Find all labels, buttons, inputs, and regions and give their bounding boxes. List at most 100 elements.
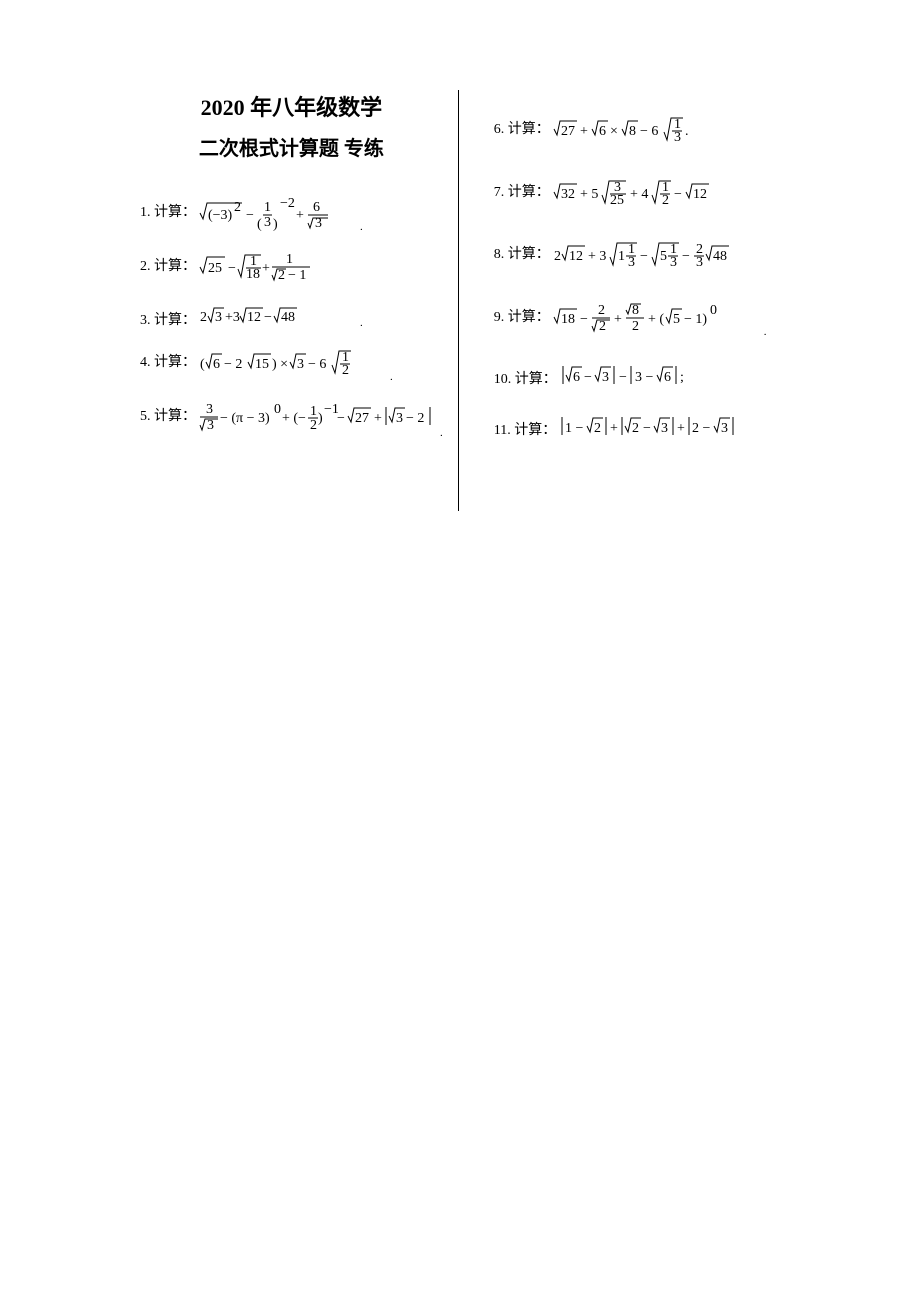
svg-text:2: 2 [234,200,241,215]
svg-text:32: 32 [561,187,575,202]
problem-number: 4. 计算： [140,341,196,372]
svg-text:− 2: − 2 [406,411,424,426]
svg-text:3: 3 [670,255,677,270]
problem-10: 10. 计算： 6 − 3 − 3 − 6 ; [494,358,780,392]
svg-text:2: 2 [598,303,605,318]
problem-7: 7. 计算： 32 + 5 3 25 + 4 1 2 [494,171,780,217]
svg-text:12: 12 [569,249,583,264]
svg-text:12: 12 [693,187,707,202]
formula-9: 18 − 2 2 + 8 2 + ( 5 − 1) [554,296,764,342]
formula-10: 6 − 3 − 3 − 6 ; [561,358,741,392]
svg-text:(−3): (−3) [208,208,233,223]
svg-text:−: − [228,261,236,276]
svg-text:): ) [273,217,278,232]
svg-text:3: 3 [215,310,222,325]
formula-11: 1 − 2 + 2 − 3 + 2 − 3 [560,409,780,443]
svg-text:3: 3 [396,411,403,426]
svg-text:1 −: 1 − [565,421,584,436]
svg-text:2: 2 [342,363,349,378]
svg-text:2: 2 [632,319,639,334]
svg-text:−: − [246,208,254,223]
svg-text:− 2: − 2 [224,357,242,372]
svg-text:−: − [643,421,651,436]
svg-text:2 −: 2 − [692,421,711,436]
svg-text:;: ; [680,370,684,385]
svg-text:5: 5 [660,249,667,264]
period: . [360,317,363,333]
svg-text:−: − [264,310,272,325]
svg-text:(: ( [200,357,205,372]
worksheet-page: 2020 年八年级数学 二次根式计算题 专练 1. 计算： (−3)2 − ( … [140,90,780,511]
title-block: 2020 年八年级数学 二次根式计算题 专练 [140,90,443,161]
left-column: 2020 年八年级数学 二次根式计算题 专练 1. 计算： (−3)2 − ( … [140,90,459,511]
svg-text:12: 12 [247,310,261,325]
problem-number: 5. 计算： [140,395,196,426]
formula-7: 32 + 5 3 25 + 4 1 2 − 12 [554,171,754,217]
formula-8: 2 12 + 3 1 1 3 − 5 1 3 [554,233,774,279]
period: . [360,221,363,237]
svg-text:18: 18 [561,312,575,327]
svg-text:−: − [337,411,345,426]
svg-text:2: 2 [554,249,561,264]
svg-text:− 1: − 1 [288,268,306,283]
svg-text:2: 2 [594,421,601,436]
problem-3: 3. 计算： 2 3 +3 12 − 48 . [140,299,443,333]
problem-number: 10. 计算： [494,358,557,389]
svg-text:3: 3 [207,418,214,433]
formula-2: 25 − 1 18 + 1 2 − 1 [200,245,360,291]
svg-text:2: 2 [278,268,285,283]
svg-text:3: 3 [721,421,728,436]
svg-text:3: 3 [264,215,271,230]
problem-2: 2. 计算： 25 − 1 18 + 1 [140,245,443,291]
svg-text:48: 48 [281,310,295,325]
svg-text:+: + [262,261,270,276]
svg-text:3: 3 [602,370,609,385]
svg-text:2: 2 [599,319,606,334]
svg-text:+ (−: + (− [282,411,306,426]
svg-text:0: 0 [274,402,281,417]
problem-number: 6. 计算： [494,108,550,139]
formula-5: 3 3 − (π − 3) 0 + (− 1 2 ) −1 − [200,395,440,443]
period: . [764,326,767,342]
problem-number: 7. 计算： [494,171,550,202]
svg-text:2: 2 [310,418,317,433]
svg-text:−: − [619,370,627,385]
problem-number: 11. 计算： [494,409,556,440]
problem-4: 4. 计算： ( 6 − 2 15 ) × 3 − 6 1 [140,341,443,387]
svg-text:0: 0 [710,303,717,318]
svg-text:+ (: + ( [648,312,664,327]
svg-text:3: 3 [628,255,635,270]
svg-text:6: 6 [213,357,220,372]
svg-text:+: + [610,421,618,436]
svg-text:− (π − 3): − (π − 3) [220,411,270,426]
svg-text:2: 2 [632,421,639,436]
period: . [440,427,443,443]
svg-text:3: 3 [206,402,213,417]
svg-text:6: 6 [573,370,580,385]
svg-text:3: 3 [297,357,304,372]
problem-number: 2. 计算： [140,245,196,276]
svg-text:+: + [614,312,622,327]
problem-number: 3. 计算： [140,299,196,330]
svg-text:+: + [580,124,588,139]
svg-text:1: 1 [264,200,271,215]
period: . [390,371,393,387]
svg-text:25: 25 [610,193,624,208]
formula-1: (−3)2 − ( 1 3 ) −2 + 6 3 [200,191,360,237]
svg-text:3: 3 [696,255,703,270]
svg-text:1: 1 [618,249,625,264]
svg-text:+ 4: + 4 [630,187,648,202]
svg-text:−: − [674,187,682,202]
svg-text:27: 27 [561,124,575,139]
svg-text:8: 8 [632,303,639,318]
svg-text:27: 27 [355,411,369,426]
problem-number: 1. 计算： [140,191,196,222]
problem-1: 1. 计算： (−3)2 − ( 1 3 ) −2 + [140,191,443,237]
svg-text:15: 15 [255,357,269,372]
svg-text:6: 6 [664,370,671,385]
svg-text:+ 5: + 5 [580,187,598,202]
formula-3: 2 3 +3 12 − 48 [200,299,360,333]
svg-text:3: 3 [661,421,668,436]
svg-text:1: 1 [310,404,317,419]
svg-text:3 −: 3 − [635,370,654,385]
